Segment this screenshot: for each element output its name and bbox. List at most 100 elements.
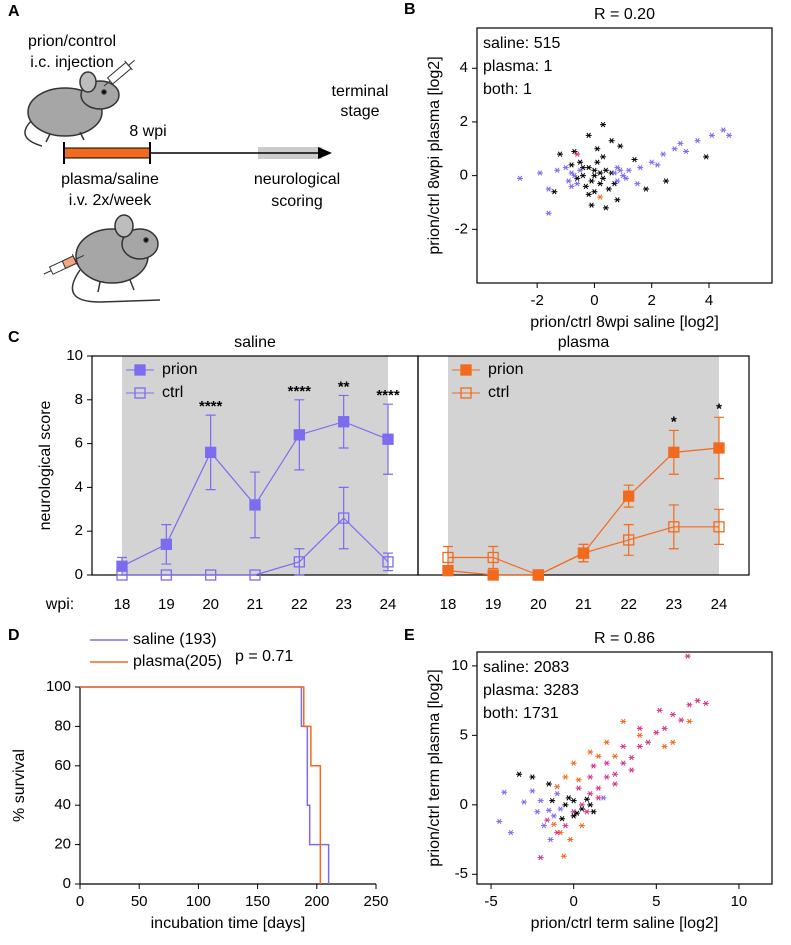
scatter-point	[570, 813, 577, 819]
scatter-point	[654, 162, 661, 168]
scatter-point	[708, 132, 715, 139]
scatter-point	[611, 771, 618, 777]
scatter-point	[529, 774, 536, 780]
arrowhead	[318, 147, 332, 159]
scatter-point	[574, 175, 581, 182]
x-tick-label: 0	[590, 292, 598, 309]
legend-label: ctrl	[162, 384, 183, 401]
scatter-point	[636, 725, 643, 732]
legend-marker	[460, 387, 472, 399]
x-tick-label: 0	[570, 893, 578, 910]
scatter-point	[595, 785, 602, 791]
significance: *	[716, 400, 722, 417]
scatter-point	[671, 146, 678, 152]
scatter-point	[578, 806, 585, 812]
scatter-point	[656, 707, 663, 714]
plot-frame	[417, 355, 750, 576]
mouse-icon	[71, 214, 161, 303]
diagram-text: terminal	[332, 83, 389, 100]
diagram-text: 8 wpi	[129, 123, 166, 140]
scatter-point	[594, 159, 601, 165]
data-marker	[442, 551, 454, 564]
scatter-point	[554, 829, 561, 836]
scatter-point	[537, 797, 544, 804]
scatter-point	[554, 167, 561, 173]
panel-letter: E	[404, 627, 415, 644]
scatter-point	[663, 178, 670, 184]
x-tick-label: 2	[648, 292, 656, 309]
y-tick-label: 0	[460, 796, 468, 813]
scatter-point	[595, 753, 602, 759]
chart-title: saline	[234, 334, 276, 351]
scatter-point	[583, 796, 590, 802]
x-tick-label: 100	[186, 893, 211, 910]
y-tick-label: 0	[460, 167, 468, 184]
scatter-point	[600, 154, 607, 160]
scatter-point	[603, 760, 610, 766]
scatter-point	[575, 785, 582, 791]
data-marker	[577, 547, 590, 559]
scatter-point	[507, 829, 514, 836]
data-marker	[487, 551, 499, 564]
scatter-point	[620, 718, 627, 725]
x-tick-label: 23	[665, 596, 682, 613]
data-marker	[623, 534, 635, 546]
scatter-point	[602, 205, 609, 211]
scatter-point	[720, 127, 727, 133]
scatter-point	[590, 763, 597, 769]
scatter-point	[620, 760, 627, 766]
error-bar	[714, 508, 724, 545]
scatter-point	[686, 702, 693, 708]
scatter-point	[521, 799, 528, 805]
scatter-point	[579, 164, 586, 171]
scatter-point	[565, 795, 572, 801]
scatter-point	[565, 178, 572, 184]
scatter-point	[574, 151, 581, 157]
x-axis-label: wpi:	[45, 596, 74, 613]
scatter-point	[516, 175, 523, 182]
significance: ****	[199, 398, 223, 415]
scatter-point	[622, 175, 629, 182]
x-tick-label: 18	[114, 596, 131, 613]
scatter-point	[557, 151, 564, 157]
legend-label: saline (193)	[133, 631, 217, 648]
scatter-point	[585, 191, 592, 198]
x-tick-label: 5	[652, 893, 660, 910]
scatter-point	[582, 183, 589, 190]
data-marker	[160, 538, 172, 550]
scatter-point	[591, 172, 598, 179]
scatter-point	[568, 162, 575, 168]
scatter-point	[547, 836, 554, 843]
scatter-point	[597, 180, 604, 187]
scatter-point	[537, 854, 544, 861]
scatter-point	[611, 170, 618, 176]
x-tick-label: 250	[363, 893, 388, 910]
scatter-point	[686, 718, 693, 725]
scatter-point	[568, 183, 575, 190]
diagram-text: neurological	[254, 171, 340, 188]
scatter-point	[545, 186, 552, 192]
scatter-point	[545, 210, 552, 216]
data-marker	[487, 569, 499, 581]
scatter-point	[653, 729, 660, 736]
plot-frame	[476, 27, 773, 284]
legend-label: plasma(205)	[133, 653, 222, 670]
significance: **	[338, 378, 350, 395]
x-tick-label: 20	[202, 596, 219, 613]
schematic: prion/control i.c. injection 8 wpi termi…	[24, 33, 389, 303]
y-tick-label: 80	[54, 717, 71, 734]
scatter-point	[562, 822, 569, 829]
data-marker	[116, 560, 128, 572]
y-tick-label: 20	[54, 836, 71, 853]
y-tick-label: 100	[46, 678, 71, 695]
scatter-point	[496, 818, 503, 825]
scatter-point	[678, 717, 685, 723]
scatter-point	[703, 154, 710, 160]
scatter-point	[602, 167, 609, 173]
data-marker	[442, 564, 454, 577]
scatter-point	[587, 749, 594, 755]
x-tick-label: 18	[440, 596, 457, 613]
scatter-point	[631, 156, 638, 163]
y-axis-label: neurological score	[37, 400, 54, 530]
